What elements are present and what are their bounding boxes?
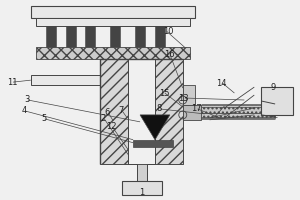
Text: 5: 5 <box>41 114 46 123</box>
Text: 17: 17 <box>191 104 202 113</box>
Text: 11: 11 <box>7 78 17 87</box>
Text: 4: 4 <box>21 106 26 115</box>
Bar <box>201 105 275 113</box>
Bar <box>66 26 76 47</box>
Text: 8: 8 <box>156 104 162 113</box>
Bar <box>122 181 162 195</box>
Text: 10: 10 <box>163 27 173 36</box>
Text: 2: 2 <box>101 114 106 123</box>
Bar <box>155 59 183 164</box>
Bar <box>100 59 128 164</box>
Bar <box>46 26 56 47</box>
Text: 9: 9 <box>271 83 276 92</box>
Bar <box>135 26 145 47</box>
Bar <box>36 47 190 59</box>
Bar <box>110 26 120 47</box>
Bar <box>133 140 173 147</box>
Text: 7: 7 <box>118 106 124 115</box>
Text: 16: 16 <box>164 50 175 59</box>
Bar <box>183 85 195 105</box>
Bar <box>85 26 95 47</box>
Text: 6: 6 <box>105 108 110 117</box>
Bar <box>128 59 155 164</box>
Text: 12: 12 <box>106 122 116 131</box>
Bar <box>31 75 110 85</box>
Polygon shape <box>140 115 170 140</box>
Bar <box>31 6 195 18</box>
Bar <box>183 105 201 120</box>
Bar <box>201 113 275 118</box>
Text: 13: 13 <box>178 94 189 103</box>
Bar <box>36 18 190 26</box>
Bar <box>155 26 165 47</box>
Bar <box>261 87 293 115</box>
Text: 14: 14 <box>216 79 227 88</box>
Text: 1: 1 <box>140 188 145 197</box>
Text: 15: 15 <box>159 89 169 98</box>
Text: 3: 3 <box>24 96 29 104</box>
Bar <box>137 164 147 181</box>
